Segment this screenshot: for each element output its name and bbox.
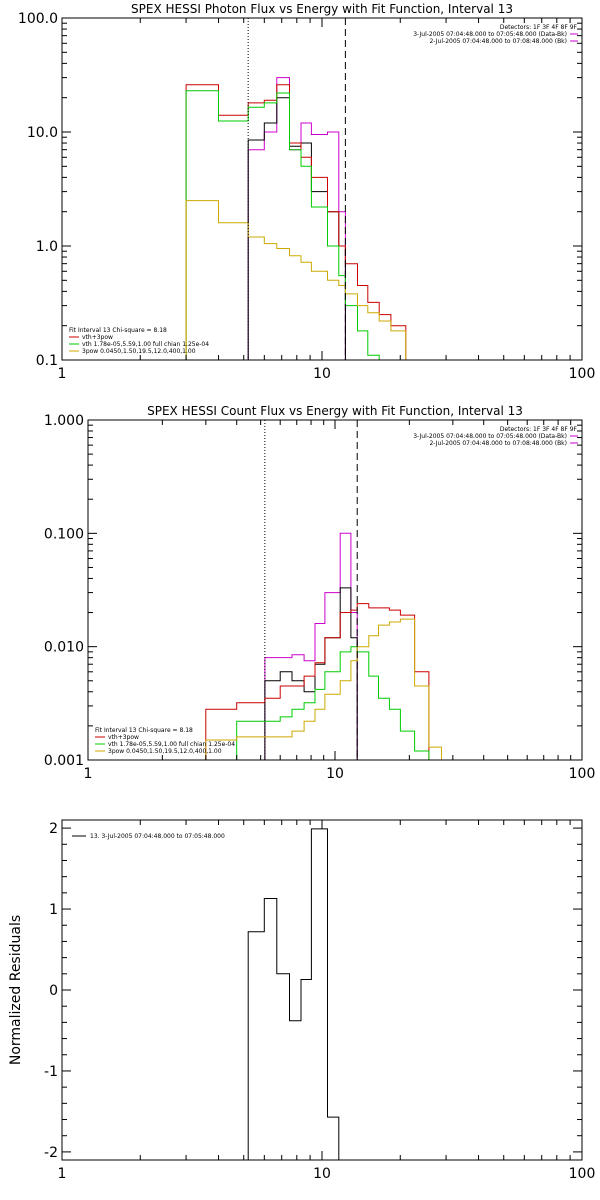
series-line-0 [247,828,346,1160]
y-tick-label: 0.001 [44,753,84,769]
x-tick-label: 1 [84,766,93,782]
header-info-line: Detectors: 1F 3F 4F 8F 9F [500,426,578,433]
legend-entry: 3pow 0.0450,1.50,19.5,12.0,400,1.00 [108,748,222,755]
y-tick-label: 0 [49,983,58,999]
legend-entry: vth 1.78e-05,5.59,1.00 full chian 1.25e-… [108,741,235,748]
legend: 13. 3-Jul-2005 07:04:48.000 to 07:05:48.… [72,833,225,840]
x-tick-label: 10 [326,766,344,782]
y-tick-label: -2 [44,1145,58,1161]
legend: Fit Interval 13 Chi-square = 8.18vth+3po… [95,727,235,755]
y-tick-label: 0.010 [44,640,84,656]
y-tick-label: 1.000 [44,413,84,429]
legend-entry: 13. 3-Jul-2005 07:04:48.000 to 07:05:48.… [90,833,225,840]
header-info-line: Detectors: 1F 3F 4F 8F 9F [500,24,578,31]
legend-title: Fit Interval 13 Chi-square = 8.18 [95,727,193,734]
series-line-2 [205,603,430,760]
legend-entry: 3pow 0.0450,1.50,19.5,12.0,400,1.00 [82,348,196,355]
residuals-chart: 1 10 100 -2 -1 0 1 2 Normalized Residuals 13. 3-J… [8,819,596,1182]
x-tick-label: 10 [313,1166,331,1182]
y-tick-label: -1 [44,1064,58,1080]
y-tick-label: 10.0 [27,125,58,141]
plot-area [247,828,346,1160]
series-line-4 [205,618,442,760]
x-tick-label: 10 [313,366,331,382]
y-tick-label: 0.1 [36,353,58,369]
series-line-3 [236,646,430,760]
y-tick-label: 0.100 [44,526,84,542]
y-axis-label: Normalized Residuals [8,915,24,1065]
y-tick-label: 2 [49,821,58,837]
photon-flux-chart: SPEX HESSI Photon Flux vs Energy with Fi… [18,2,595,382]
x-tick-label: 100 [569,1166,596,1182]
header-info-line: 3-Jul-2005 07:04:48.000 to 07:05:48.000 … [413,433,567,440]
header-info-line: 3-Jul-2005 07:04:48.000 to 07:05:48.000 … [413,31,567,38]
x-tick-label: 100 [569,766,596,782]
header-info-line: 2-Jul-2005 07:04:48.000 to 07:08:48.000 … [429,440,567,447]
legend-title: Fit Interval 13 Chi-square = 8.18 [69,327,167,334]
series-line-4 [185,200,407,360]
legend-entry: vth 1.78e-05,5.59,1.00 full chian 1.25e-… [82,341,209,348]
x-tick-label: 1 [58,366,67,382]
plot-area [185,18,407,360]
legend-entry: vth+3pow [108,734,139,741]
x-tick-label: 1 [58,1166,67,1182]
legend: Fit Interval 13 Chi-square = 8.18vth+3po… [69,327,209,355]
chart-title: SPEX HESSI Count Flux vs Energy with Fit… [147,404,523,418]
count-flux-chart: SPEX HESSI Count Flux vs Energy with Fit… [44,404,595,782]
y-tick-label: 1.0 [36,239,58,255]
plot-area [205,420,442,760]
y-tick-label: 1 [49,902,58,918]
series-line-1 [264,587,358,760]
series-line-2 [185,84,407,360]
header-info-line: 2-Jul-2005 07:04:48.000 to 07:08:48.000 … [429,38,567,45]
chart-title: SPEX HESSI Photon Flux vs Energy with Fi… [131,2,513,16]
legend-entry: vth+3pow [82,334,113,341]
series-line-0 [264,532,358,760]
x-tick-label: 100 [569,366,596,382]
y-tick-label: 100.0 [18,11,58,27]
